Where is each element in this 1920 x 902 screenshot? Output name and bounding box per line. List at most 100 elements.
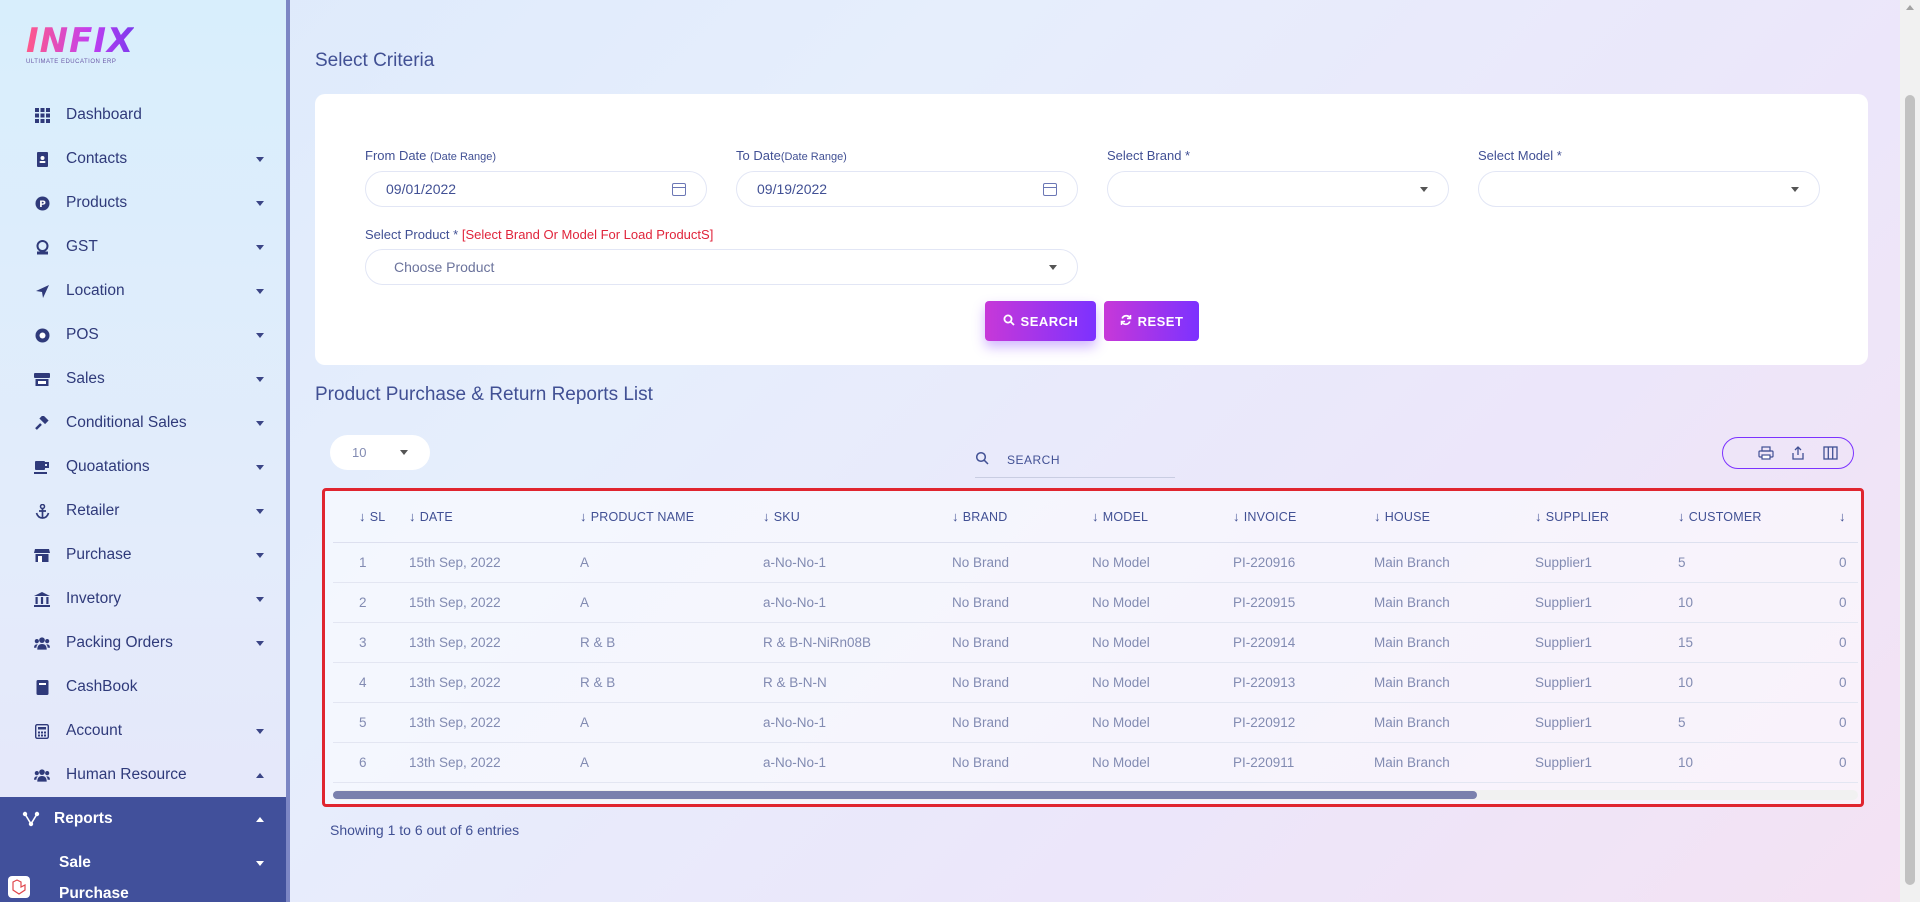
export-icon[interactable] — [1789, 444, 1807, 462]
product-select[interactable]: Choose Product — [365, 249, 1078, 285]
sidebar-subitem-sale[interactable]: Sale — [0, 841, 286, 885]
page-scrollbar[interactable] — [1900, 0, 1920, 902]
laravel-debug-icon[interactable] — [8, 876, 30, 898]
column-header-brand[interactable]: BRAND — [952, 509, 1008, 524]
sidebar-item-label: Invetory — [66, 590, 122, 607]
column-header-sku[interactable]: SKU — [763, 509, 800, 524]
table-cell: Supplier1 — [1535, 635, 1593, 650]
column-header-house[interactable]: HOUSE — [1374, 509, 1430, 524]
sidebar-item-invetory[interactable]: Invetory — [0, 577, 286, 621]
sidebar-item-retailer[interactable]: Retailer — [0, 489, 286, 533]
sidebar-item-human-resource[interactable]: Human Resource — [0, 753, 286, 797]
sidebar-item-cashbook[interactable]: CashBook — [0, 665, 286, 709]
print-icon[interactable] — [1757, 444, 1775, 462]
search-button[interactable]: SEARCH — [985, 301, 1096, 341]
sidebar-item-label: Dashboard — [66, 106, 142, 123]
sidebar-item-label: POS — [66, 326, 99, 343]
chevron-down-icon — [256, 288, 264, 294]
app-logo[interactable]: INFIX ULTIMATE EDUCATION ERP — [26, 24, 134, 65]
sidebar-item-products[interactable]: P Products — [0, 181, 286, 225]
sidebar-item-sales[interactable]: Sales — [0, 357, 286, 401]
table-cell: 4 — [359, 675, 367, 690]
sidebar-item-label: Human Resource — [66, 766, 187, 783]
calendar-icon[interactable] — [672, 182, 686, 196]
sidebar-subitem-purchase[interactable]: Purchase — [0, 885, 286, 902]
sidebar-item-location[interactable]: Location — [0, 269, 286, 313]
column-header-model[interactable]: MODEL — [1092, 509, 1148, 524]
table-cell: No Model — [1092, 635, 1150, 650]
columns-icon[interactable] — [1821, 444, 1839, 462]
report-table-body: SL DATE PRODUCT NAME SKU BRAND MODEL INVOICE HO… — [333, 491, 1858, 783]
to-date-field[interactable]: 09/19/2022 — [736, 171, 1078, 207]
chevron-down-icon — [256, 640, 264, 646]
search-icon — [975, 451, 999, 468]
sidebar-item-label: Packing Orders — [66, 634, 173, 651]
logo-text: INFIX — [26, 21, 135, 61]
sidebar-item-gst[interactable]: GST — [0, 225, 286, 269]
table-cell: 0 — [1839, 595, 1847, 610]
brand-select[interactable] — [1107, 171, 1449, 207]
reports-menu-toggle[interactable]: Reports — [0, 797, 286, 841]
table-horizontal-scrollbar[interactable] — [333, 790, 1858, 800]
column-header-product-name[interactable]: PRODUCT NAME — [580, 509, 694, 524]
reset-button[interactable]: RESET — [1104, 301, 1199, 341]
sidebar-item-label: Account — [66, 722, 123, 739]
logo-tagline: ULTIMATE EDUCATION ERP — [26, 59, 117, 65]
search-icon — [1003, 314, 1015, 329]
sidebar-item-packing-orders[interactable]: Packing Orders — [0, 621, 286, 665]
sidebar-item-dashboard[interactable]: Dashboard — [0, 93, 286, 137]
table-scrollbar-thumb[interactable] — [333, 791, 1477, 799]
chevron-down-icon — [400, 450, 408, 455]
from-date-field[interactable]: 09/01/2022 — [365, 171, 707, 207]
table-cell: No Brand — [952, 595, 1010, 610]
users-icon — [34, 767, 50, 783]
scroll-up-arrow-icon[interactable] — [1906, 5, 1914, 10]
table-cell: No Brand — [952, 715, 1010, 730]
table-cell: PI-220912 — [1233, 715, 1296, 730]
chevron-down-icon — [256, 552, 264, 558]
table-cell: Main Branch — [1374, 635, 1450, 650]
column-header-supplier[interactable]: SUPPLIER — [1535, 509, 1609, 524]
chevron-down-icon — [256, 596, 264, 602]
model-label: Select Model * — [1478, 148, 1562, 163]
calendar-icon[interactable] — [1043, 182, 1057, 196]
table-cell: Main Branch — [1374, 755, 1450, 770]
chevron-up-icon — [256, 816, 264, 822]
table-cell: No Brand — [952, 635, 1010, 650]
product-icon: P — [34, 195, 50, 211]
table-cell: Supplier1 — [1535, 555, 1593, 570]
column-header-invoice[interactable]: INVOICE — [1233, 509, 1297, 524]
to-date-value: 09/19/2022 — [757, 181, 828, 197]
sidebar-item-conditional-sales[interactable]: Conditional Sales — [0, 401, 286, 445]
chevron-up-icon — [256, 772, 264, 778]
column-header-sl[interactable]: SL — [359, 509, 386, 524]
store-icon — [34, 371, 50, 387]
chevron-down-icon — [256, 376, 264, 382]
column-header-date[interactable]: DATE — [409, 509, 453, 524]
model-select[interactable] — [1478, 171, 1820, 207]
column-header-more[interactable] — [1839, 509, 1850, 524]
chevron-down-icon — [256, 332, 264, 338]
sidebar-item-contacts[interactable]: Contacts — [0, 137, 286, 181]
page-scrollbar-thumb[interactable] — [1905, 95, 1915, 885]
table-search-input[interactable]: SEARCH — [975, 442, 1175, 478]
sync-icon — [1120, 314, 1132, 329]
chevron-down-icon — [256, 464, 264, 470]
sidebar-item-reports[interactable]: Reports Sale Purchase — [0, 797, 286, 902]
page-length-select[interactable]: 10 — [330, 435, 430, 470]
chevron-down-icon — [256, 728, 264, 734]
table-cell: a-No-No-1 — [763, 715, 827, 730]
sidebar-item-quoatations[interactable]: Quoatations — [0, 445, 286, 489]
sidebar-item-account[interactable]: Account — [0, 709, 286, 753]
table-cell: PI-220915 — [1233, 595, 1296, 610]
sidebar-nav: Dashboard Contacts P Products GST Location POS… — [0, 93, 286, 797]
sidebar-item-pos[interactable]: POS — [0, 313, 286, 357]
product-label: Select Product * [Select Brand Or Model … — [365, 227, 713, 242]
sidebar-item-label: Products — [66, 194, 128, 211]
table-cell: R & B — [580, 675, 616, 690]
sidebar-item-purchase[interactable]: Purchase — [0, 533, 286, 577]
table-cell: No Brand — [952, 675, 1010, 690]
table-cell: 5 — [1678, 715, 1686, 730]
column-header-customer[interactable]: CUSTOMER — [1678, 509, 1762, 524]
